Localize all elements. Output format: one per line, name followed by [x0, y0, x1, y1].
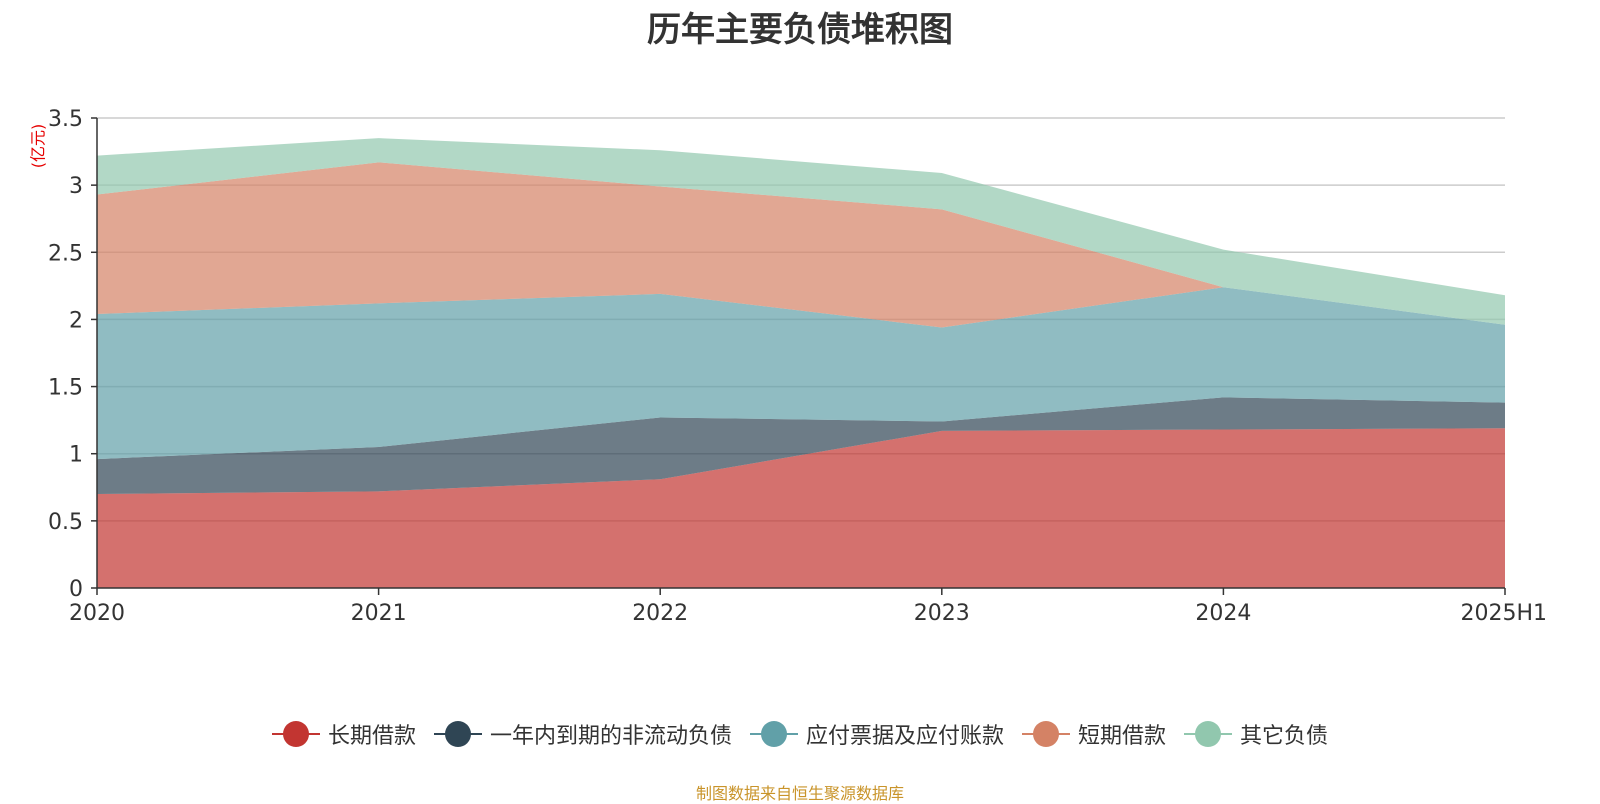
x-tick-label: 2020	[69, 601, 125, 626]
legend-label: 短期借款	[1078, 724, 1167, 749]
y-tick-label: 2.5	[48, 241, 83, 266]
data-source-note: 制图数据来自恒生聚源数据库	[695, 784, 904, 803]
legend-label: 应付票据及应付账款	[805, 724, 1004, 749]
legend-marker-icon	[433, 721, 482, 747]
x-tick-label: 2023	[914, 601, 970, 626]
legend-label: 一年内到期的非流动负债	[489, 724, 732, 749]
y-tick-label: 3	[69, 174, 83, 199]
stacked-area-chart: 0 0.5 1 1.5 2 2.5 3 3.5 2020 2021 2022 2023 2024 2025…	[48, 107, 1547, 626]
legend-item[interactable]: 短期借款	[1022, 718, 1166, 750]
legend-marker-icon	[749, 721, 798, 747]
legend-marker-icon	[1184, 721, 1233, 747]
area-series-5	[97, 138, 1505, 325]
x-tick-label: 2025H1	[1460, 601, 1547, 626]
x-tick-label: 2021	[351, 601, 407, 626]
legend-item[interactable]: 其它负债	[1184, 718, 1328, 750]
legend-item[interactable]: 一年内到期的非流动负债	[433, 718, 732, 750]
x-tick-label: 2022	[632, 601, 688, 626]
legend-label: 长期借款	[327, 724, 416, 749]
axes: 0 0.5 1 1.5 2 2.5 3 3.5 2020 2021 2022 2023 2024 2025…	[48, 107, 1547, 626]
y-tick-label: 0	[69, 577, 83, 602]
chart-title: 历年主要负债堆积图	[647, 10, 953, 50]
area-series-4	[97, 162, 1505, 328]
chart-legend: 长期借款 一年内到期的非流动负债 应付票据及应付账款 短期借款 其它负债	[0, 718, 1600, 750]
legend-marker-icon	[1022, 721, 1070, 747]
y-tick-label: 0.5	[48, 510, 83, 535]
y-tick-label: 1	[69, 443, 83, 468]
y-tick-label: 2	[69, 308, 83, 333]
y-tick-label: 3.5	[48, 107, 83, 132]
legend-item[interactable]: 应付票据及应付账款	[749, 718, 1004, 750]
area-series	[97, 138, 1505, 588]
area-series-3	[97, 287, 1505, 460]
x-tick-label: 2024	[1195, 601, 1251, 626]
area-series-2	[97, 397, 1505, 494]
area-series-1	[97, 428, 1505, 588]
legend-label: 其它负债	[1240, 724, 1329, 749]
legend-item[interactable]: 长期借款	[271, 718, 416, 750]
y-tick-label: 1.5	[48, 376, 83, 401]
legend-marker-icon	[271, 721, 320, 747]
